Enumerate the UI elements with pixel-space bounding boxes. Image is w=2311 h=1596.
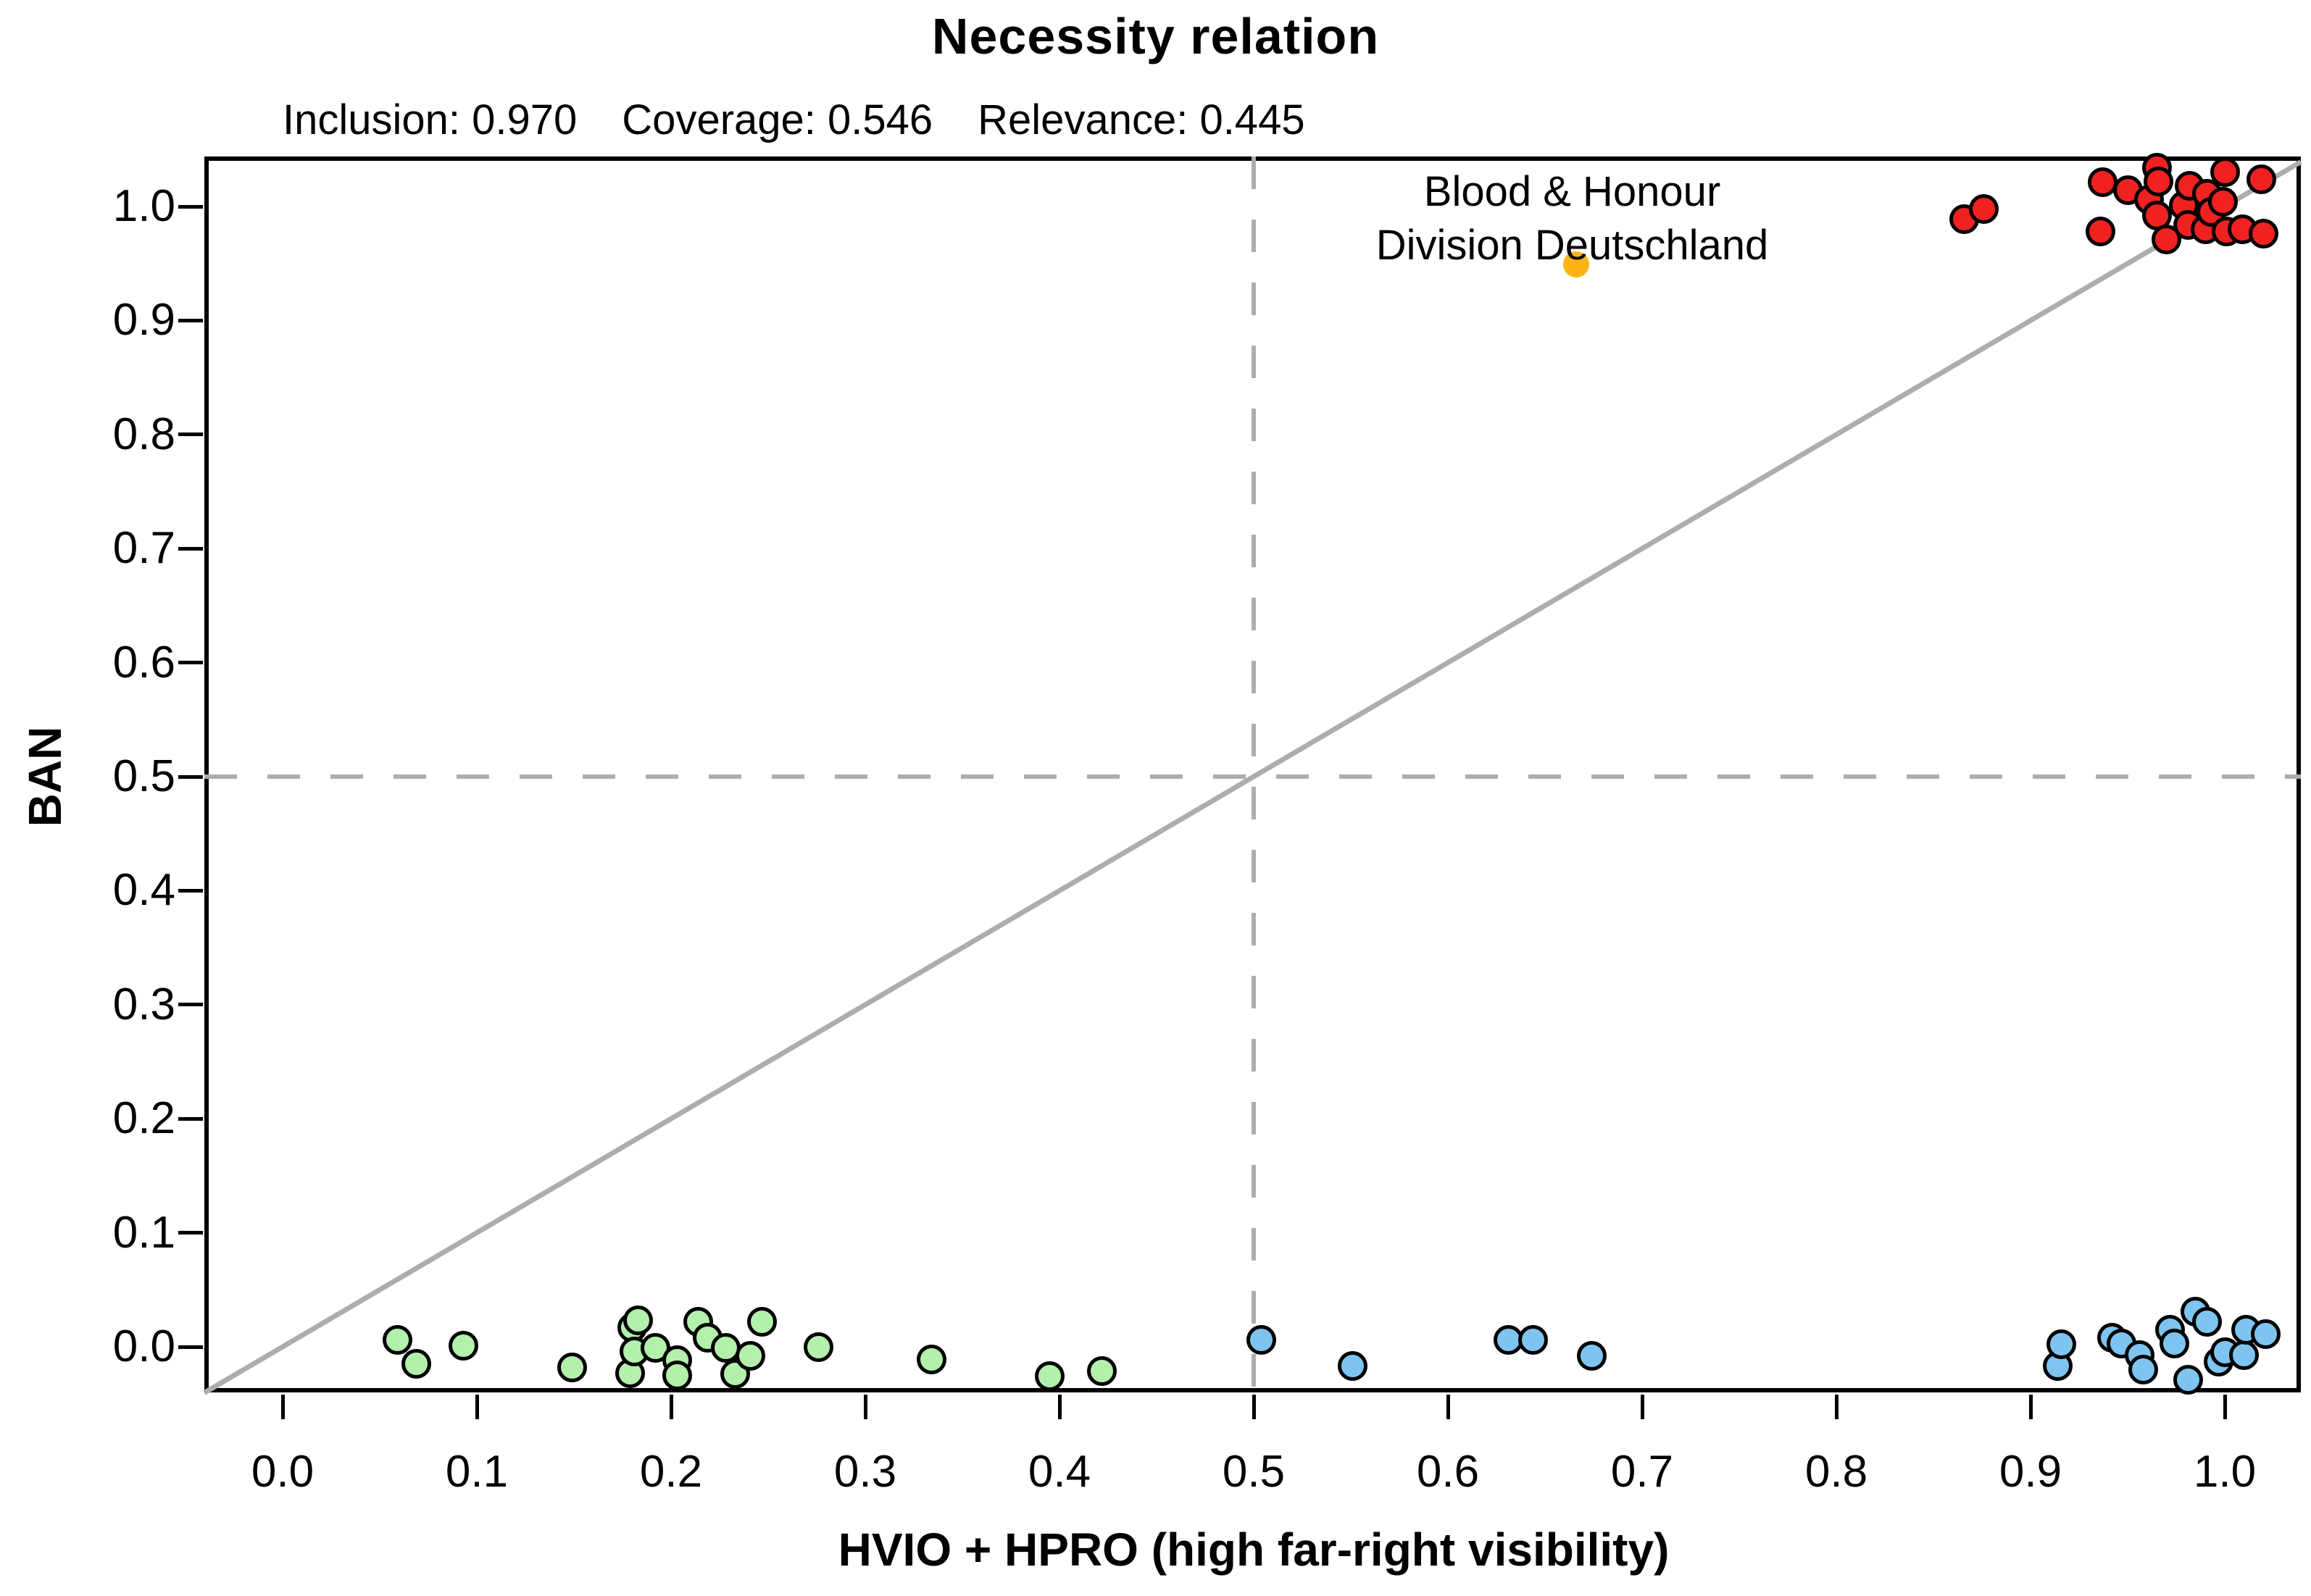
x-axis-tick-label: 0.3 (833, 1447, 897, 1497)
scatter-point-orange (1562, 251, 1589, 278)
scatter-point-green (382, 1325, 412, 1355)
scatter-point-green (557, 1352, 587, 1382)
x-axis-tick (1640, 1395, 1644, 1419)
y-axis-tick (178, 888, 203, 893)
scatter-point-green (622, 1305, 653, 1336)
scatter-point-green (720, 1359, 750, 1390)
scatter-point-blue (1338, 1351, 1368, 1382)
y-axis-tick (178, 546, 203, 551)
y-axis-tick-label: 0.0 (112, 1321, 175, 1371)
scatter-point-green (693, 1322, 723, 1353)
x-axis-title: HVIO + HPRO (high far-right visibility) (838, 1524, 1670, 1576)
case-annotation: Blood & Honour Division Deutschland (1376, 165, 1769, 272)
scatter-point-green (747, 1306, 778, 1337)
scatter-point-blue (1576, 1341, 1607, 1371)
fit-statistics: Inclusion: 0.970 Coverage: 0.546 Relevan… (283, 96, 1305, 144)
y-axis-tick (178, 661, 203, 665)
x-axis-tick (669, 1395, 673, 1419)
y-axis-tick (178, 1345, 203, 1349)
scatter-point-red (2207, 187, 2238, 217)
scatter-point-blue (2046, 1329, 2077, 1360)
scatter-point-green (710, 1333, 741, 1363)
diagonal-identity-line (203, 159, 2302, 1395)
scatter-point-red (2249, 219, 2279, 249)
y-axis-tick-label: 0.5 (112, 751, 175, 801)
x-axis-tick-label: 0.6 (1416, 1447, 1480, 1497)
x-axis-tick (1057, 1395, 1062, 1419)
y-axis-tick-label: 0.1 (112, 1207, 175, 1258)
annotation-line-2: Division Deutschland (1375, 222, 1769, 270)
y-axis-tick-label: 0.8 (112, 409, 175, 459)
scatter-point-blue (2173, 1365, 2203, 1395)
y-axis-title: BAN (19, 726, 71, 827)
x-axis-tick (2223, 1395, 2227, 1419)
y-axis-tick-label: 0.7 (112, 523, 175, 574)
x-axis-tick-label: 0.5 (1222, 1447, 1286, 1497)
scatter-point-green (804, 1332, 834, 1362)
x-axis-tick-label: 0.8 (1804, 1447, 1868, 1497)
scatter-point-green (916, 1344, 946, 1374)
x-axis-tick-label: 0.1 (445, 1447, 509, 1497)
y-axis-tick (178, 774, 203, 779)
y-axis-tick (178, 204, 203, 209)
y-axis-tick-label: 0.6 (112, 637, 175, 688)
coverage-stat: Coverage: 0.546 (622, 96, 933, 143)
x-axis-tick (863, 1395, 867, 1419)
x-axis-tick (1446, 1395, 1450, 1419)
x-axis-tick (2028, 1395, 2033, 1419)
x-axis-tick-label: 1.0 (2193, 1447, 2257, 1497)
y-axis-tick (178, 1116, 203, 1121)
scatter-point-green (641, 1333, 671, 1363)
scatter-point-blue (1518, 1325, 1549, 1355)
scatter-point-green (1087, 1355, 1117, 1386)
scatter-point-blue (1246, 1325, 1277, 1355)
annotation-line-1: Blood & Honour (1423, 168, 1721, 216)
scatter-point-blue (2159, 1328, 2189, 1358)
scatter-point-red (2247, 164, 2277, 194)
scatter-point-green (401, 1349, 432, 1379)
x-axis-tick (280, 1395, 285, 1419)
y-axis-tick-label: 1.0 (112, 181, 175, 231)
x-axis-tick-label: 0.4 (1028, 1447, 1091, 1497)
scatter-point-red (1949, 204, 1980, 234)
x-axis-tick (1252, 1395, 1256, 1419)
inclusion-stat: Inclusion: 0.970 (283, 96, 578, 143)
y-axis-tick (178, 433, 203, 437)
x-axis-tick-label: 0.7 (1610, 1447, 1674, 1497)
y-axis-tick (178, 1231, 203, 1235)
scatter-point-blue (2250, 1319, 2281, 1350)
scatter-point-red (1969, 193, 1999, 224)
scatter-point-green (736, 1341, 766, 1371)
scatter-point-green (448, 1330, 478, 1361)
scatter-point-red (2085, 217, 2115, 247)
y-axis-tick-label: 0.3 (112, 979, 175, 1029)
y-axis-tick (178, 318, 203, 322)
scatter-point-blue (2192, 1306, 2223, 1337)
scatter-point-red (2210, 157, 2240, 188)
x-axis-tick-label: 0.0 (251, 1447, 315, 1497)
y-axis-tick (178, 1003, 203, 1007)
x-axis-tick-label: 0.9 (1999, 1447, 2062, 1497)
y-axis-tick-label: 0.9 (112, 295, 175, 346)
x-axis-tick (1834, 1395, 1839, 1419)
scatter-point-red (2144, 166, 2174, 196)
x-axis-tick (475, 1395, 479, 1419)
y-axis-tick-label: 0.4 (112, 865, 175, 916)
relevance-stat: Relevance: 0.445 (978, 96, 1305, 143)
x-axis-tick-label: 0.2 (639, 1447, 703, 1497)
scatter-point-blue (2128, 1354, 2158, 1384)
scatter-point-green (1035, 1361, 1065, 1392)
chart-title: Necessity relation (931, 8, 1380, 64)
y-axis-tick-label: 0.2 (112, 1093, 175, 1144)
scatter-point-green (662, 1360, 692, 1390)
